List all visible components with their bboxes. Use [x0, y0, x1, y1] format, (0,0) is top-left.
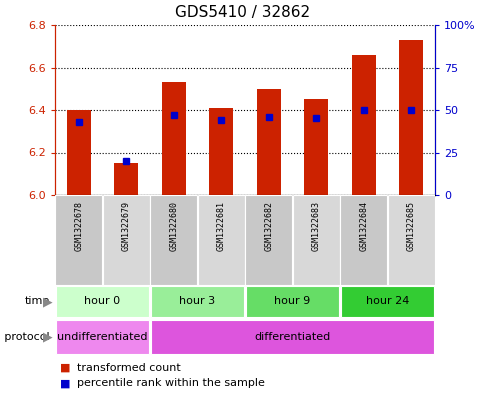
- Text: GSM1322679: GSM1322679: [121, 201, 131, 251]
- Text: time: time: [25, 296, 50, 307]
- Text: ■: ■: [60, 363, 70, 373]
- Bar: [304, 99, 328, 195]
- Bar: [398, 40, 422, 195]
- Bar: [387, 195, 434, 285]
- Text: GSM1322684: GSM1322684: [359, 201, 367, 251]
- Text: GDS5410 / 32862: GDS5410 / 32862: [175, 5, 309, 20]
- Text: differentiated: differentiated: [254, 332, 330, 342]
- Text: growth protocol: growth protocol: [0, 332, 50, 342]
- Bar: [209, 108, 233, 195]
- Bar: [351, 55, 375, 195]
- Text: hour 24: hour 24: [365, 296, 408, 307]
- Bar: [55, 195, 102, 285]
- Bar: [56, 286, 149, 317]
- Bar: [151, 286, 243, 317]
- Text: percentile rank within the sample: percentile rank within the sample: [76, 378, 264, 388]
- Bar: [162, 83, 185, 195]
- Text: hour 0: hour 0: [84, 296, 121, 307]
- Bar: [257, 89, 280, 195]
- Bar: [340, 286, 433, 317]
- Bar: [103, 195, 150, 285]
- Text: transformed count: transformed count: [76, 363, 180, 373]
- Text: GSM1322680: GSM1322680: [169, 201, 178, 251]
- Text: GSM1322682: GSM1322682: [264, 201, 272, 251]
- Bar: [340, 195, 386, 285]
- Text: hour 9: hour 9: [274, 296, 310, 307]
- Text: ▶: ▶: [43, 295, 52, 308]
- Bar: [150, 195, 197, 285]
- Text: GSM1322683: GSM1322683: [311, 201, 320, 251]
- Text: ■: ■: [60, 378, 70, 388]
- Text: GSM1322685: GSM1322685: [406, 201, 415, 251]
- Bar: [67, 110, 91, 195]
- Text: hour 3: hour 3: [179, 296, 215, 307]
- Text: undifferentiated: undifferentiated: [57, 332, 148, 342]
- Bar: [114, 163, 138, 195]
- Bar: [245, 195, 292, 285]
- Text: GSM1322678: GSM1322678: [74, 201, 83, 251]
- Bar: [245, 286, 338, 317]
- Text: GSM1322681: GSM1322681: [216, 201, 225, 251]
- Bar: [197, 195, 244, 285]
- Bar: [151, 320, 433, 354]
- Bar: [292, 195, 339, 285]
- Bar: [56, 320, 149, 354]
- Text: ▶: ▶: [43, 331, 52, 343]
